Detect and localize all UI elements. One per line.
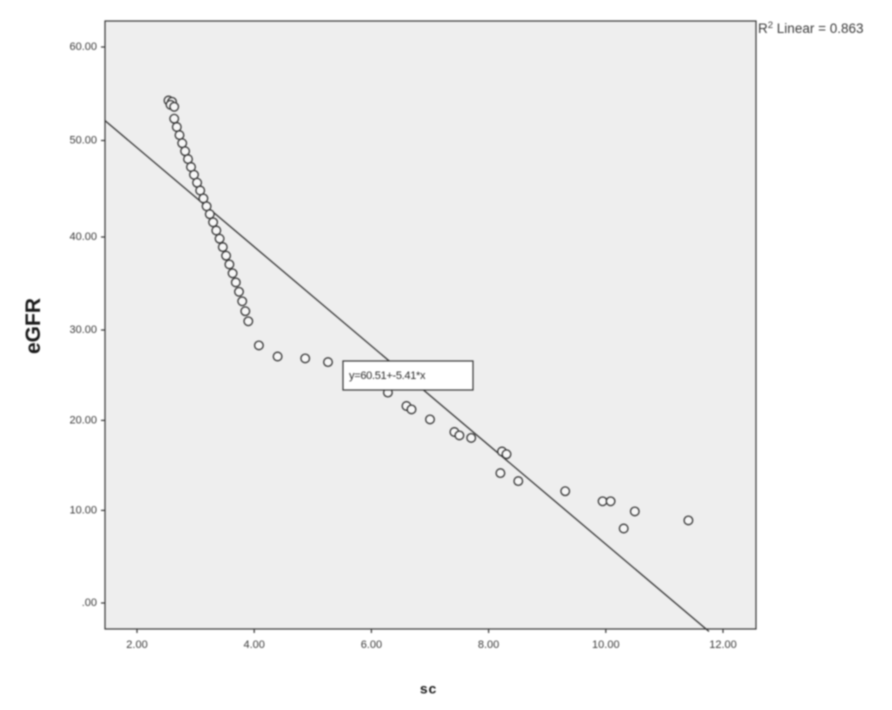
svg-text:40.00: 40.00 xyxy=(69,231,97,243)
svg-text:12.00: 12.00 xyxy=(709,639,737,651)
svg-text:6.00: 6.00 xyxy=(361,639,382,651)
svg-text:10.00: 10.00 xyxy=(592,639,620,651)
svg-text:50.00: 50.00 xyxy=(69,135,97,147)
svg-text:.00: .00 xyxy=(82,597,97,609)
svg-text:R2 Linear = 0.863: R2 Linear = 0.863 xyxy=(758,20,864,37)
svg-text:8.00: 8.00 xyxy=(478,639,499,651)
svg-text:20.00: 20.00 xyxy=(69,414,97,426)
svg-text:10.00: 10.00 xyxy=(69,504,97,516)
svg-text:60.00: 60.00 xyxy=(69,41,97,53)
svg-text:sc: sc xyxy=(420,681,437,697)
svg-text:4.00: 4.00 xyxy=(243,639,264,651)
svg-text:30.00: 30.00 xyxy=(69,324,97,336)
svg-text:2.00: 2.00 xyxy=(126,639,147,651)
svg-text:y=60.51+-5.41*x: y=60.51+-5.41*x xyxy=(349,370,426,382)
svg-text:eGFR: eGFR xyxy=(22,298,45,354)
